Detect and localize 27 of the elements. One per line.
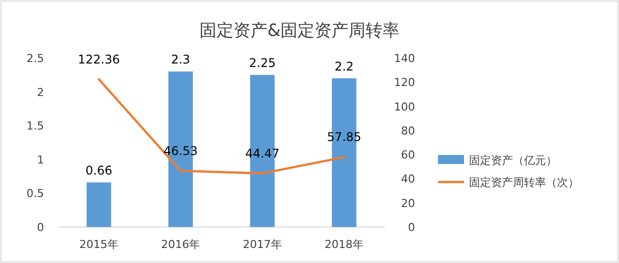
y2-tick-label: 140 — [394, 52, 415, 65]
y-tick-label: 2.5 — [26, 52, 44, 65]
y2-tick-label: 0 — [408, 221, 415, 234]
legend-label: 固定资产周转率（次） — [469, 176, 579, 189]
x-tick-label: 2016年 — [161, 238, 200, 251]
data-label: 2.2 — [334, 59, 354, 74]
y2-tick-label: 120 — [394, 76, 415, 90]
y-tick-label: 0 — [37, 221, 44, 234]
legend-label: 固定资产（亿元） — [469, 154, 557, 167]
x-tick-label: 2018年 — [324, 238, 364, 251]
chart-title: 固定资产&固定资产周转率 — [199, 21, 400, 41]
x-tick-label: 2017年 — [242, 238, 282, 251]
y2-tick-label: 80 — [401, 124, 415, 138]
y2-tick-label: 20 — [401, 196, 415, 210]
y-tick-label: 1.5 — [26, 120, 44, 133]
y-tick-label: 0.5 — [26, 187, 44, 200]
x-tick-label: 2015年 — [79, 238, 118, 251]
data-label: 0.66 — [86, 163, 112, 178]
y-tick-label: 1 — [37, 153, 44, 166]
bar — [86, 182, 112, 227]
data-label: 122.36 — [78, 52, 120, 66]
data-label: 2.25 — [249, 56, 276, 70]
data-label: 2.3 — [171, 52, 190, 67]
y2-tick-label: 60 — [401, 148, 415, 162]
y2-tick-label: 100 — [394, 100, 415, 114]
y-tick-label: 2 — [37, 86, 44, 99]
y2-tick-label: 40 — [401, 172, 415, 186]
